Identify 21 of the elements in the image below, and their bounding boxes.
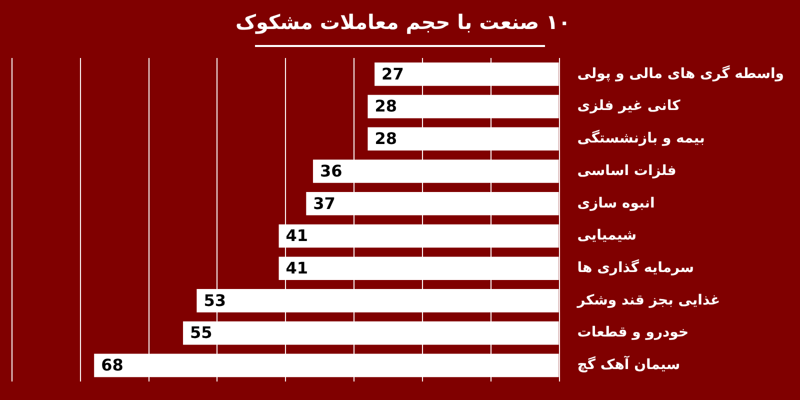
data-label: 36	[320, 161, 342, 180]
y-tick-label: بیمه و بازنشستگی	[577, 130, 705, 147]
data-label: 41	[286, 258, 308, 278]
y-tick-label: واسطه گری های مالی و پولی	[577, 64, 784, 82]
y-tick-label: انبوه سازی	[577, 195, 655, 212]
data-label: 41	[286, 226, 308, 246]
data-label: 37	[313, 194, 336, 213]
y-tick-label: غذایی بجز قند وشکر	[576, 292, 720, 308]
data-label: 27	[382, 64, 404, 84]
data-label: 55	[190, 323, 212, 342]
y-tick-label: خودرو و قطعات	[577, 324, 689, 341]
data-label: 28	[374, 129, 397, 148]
y-tick-label: فلزات اساسی	[577, 162, 676, 179]
data-label: 28	[374, 96, 397, 116]
y-tick-label: کانی غیر فلزی	[577, 98, 682, 114]
y-tick-label: سرمایه گذاری ها	[577, 258, 694, 276]
y-tick-label: سیمان آهک گچ	[577, 355, 680, 374]
data-label: 68	[101, 356, 124, 375]
y-tick-label: شیمیایی	[577, 228, 637, 244]
data-label: 53	[204, 290, 226, 310]
chart-title: ۱۰ صنعت با حجم معاملات مشکوک	[236, 10, 570, 34]
